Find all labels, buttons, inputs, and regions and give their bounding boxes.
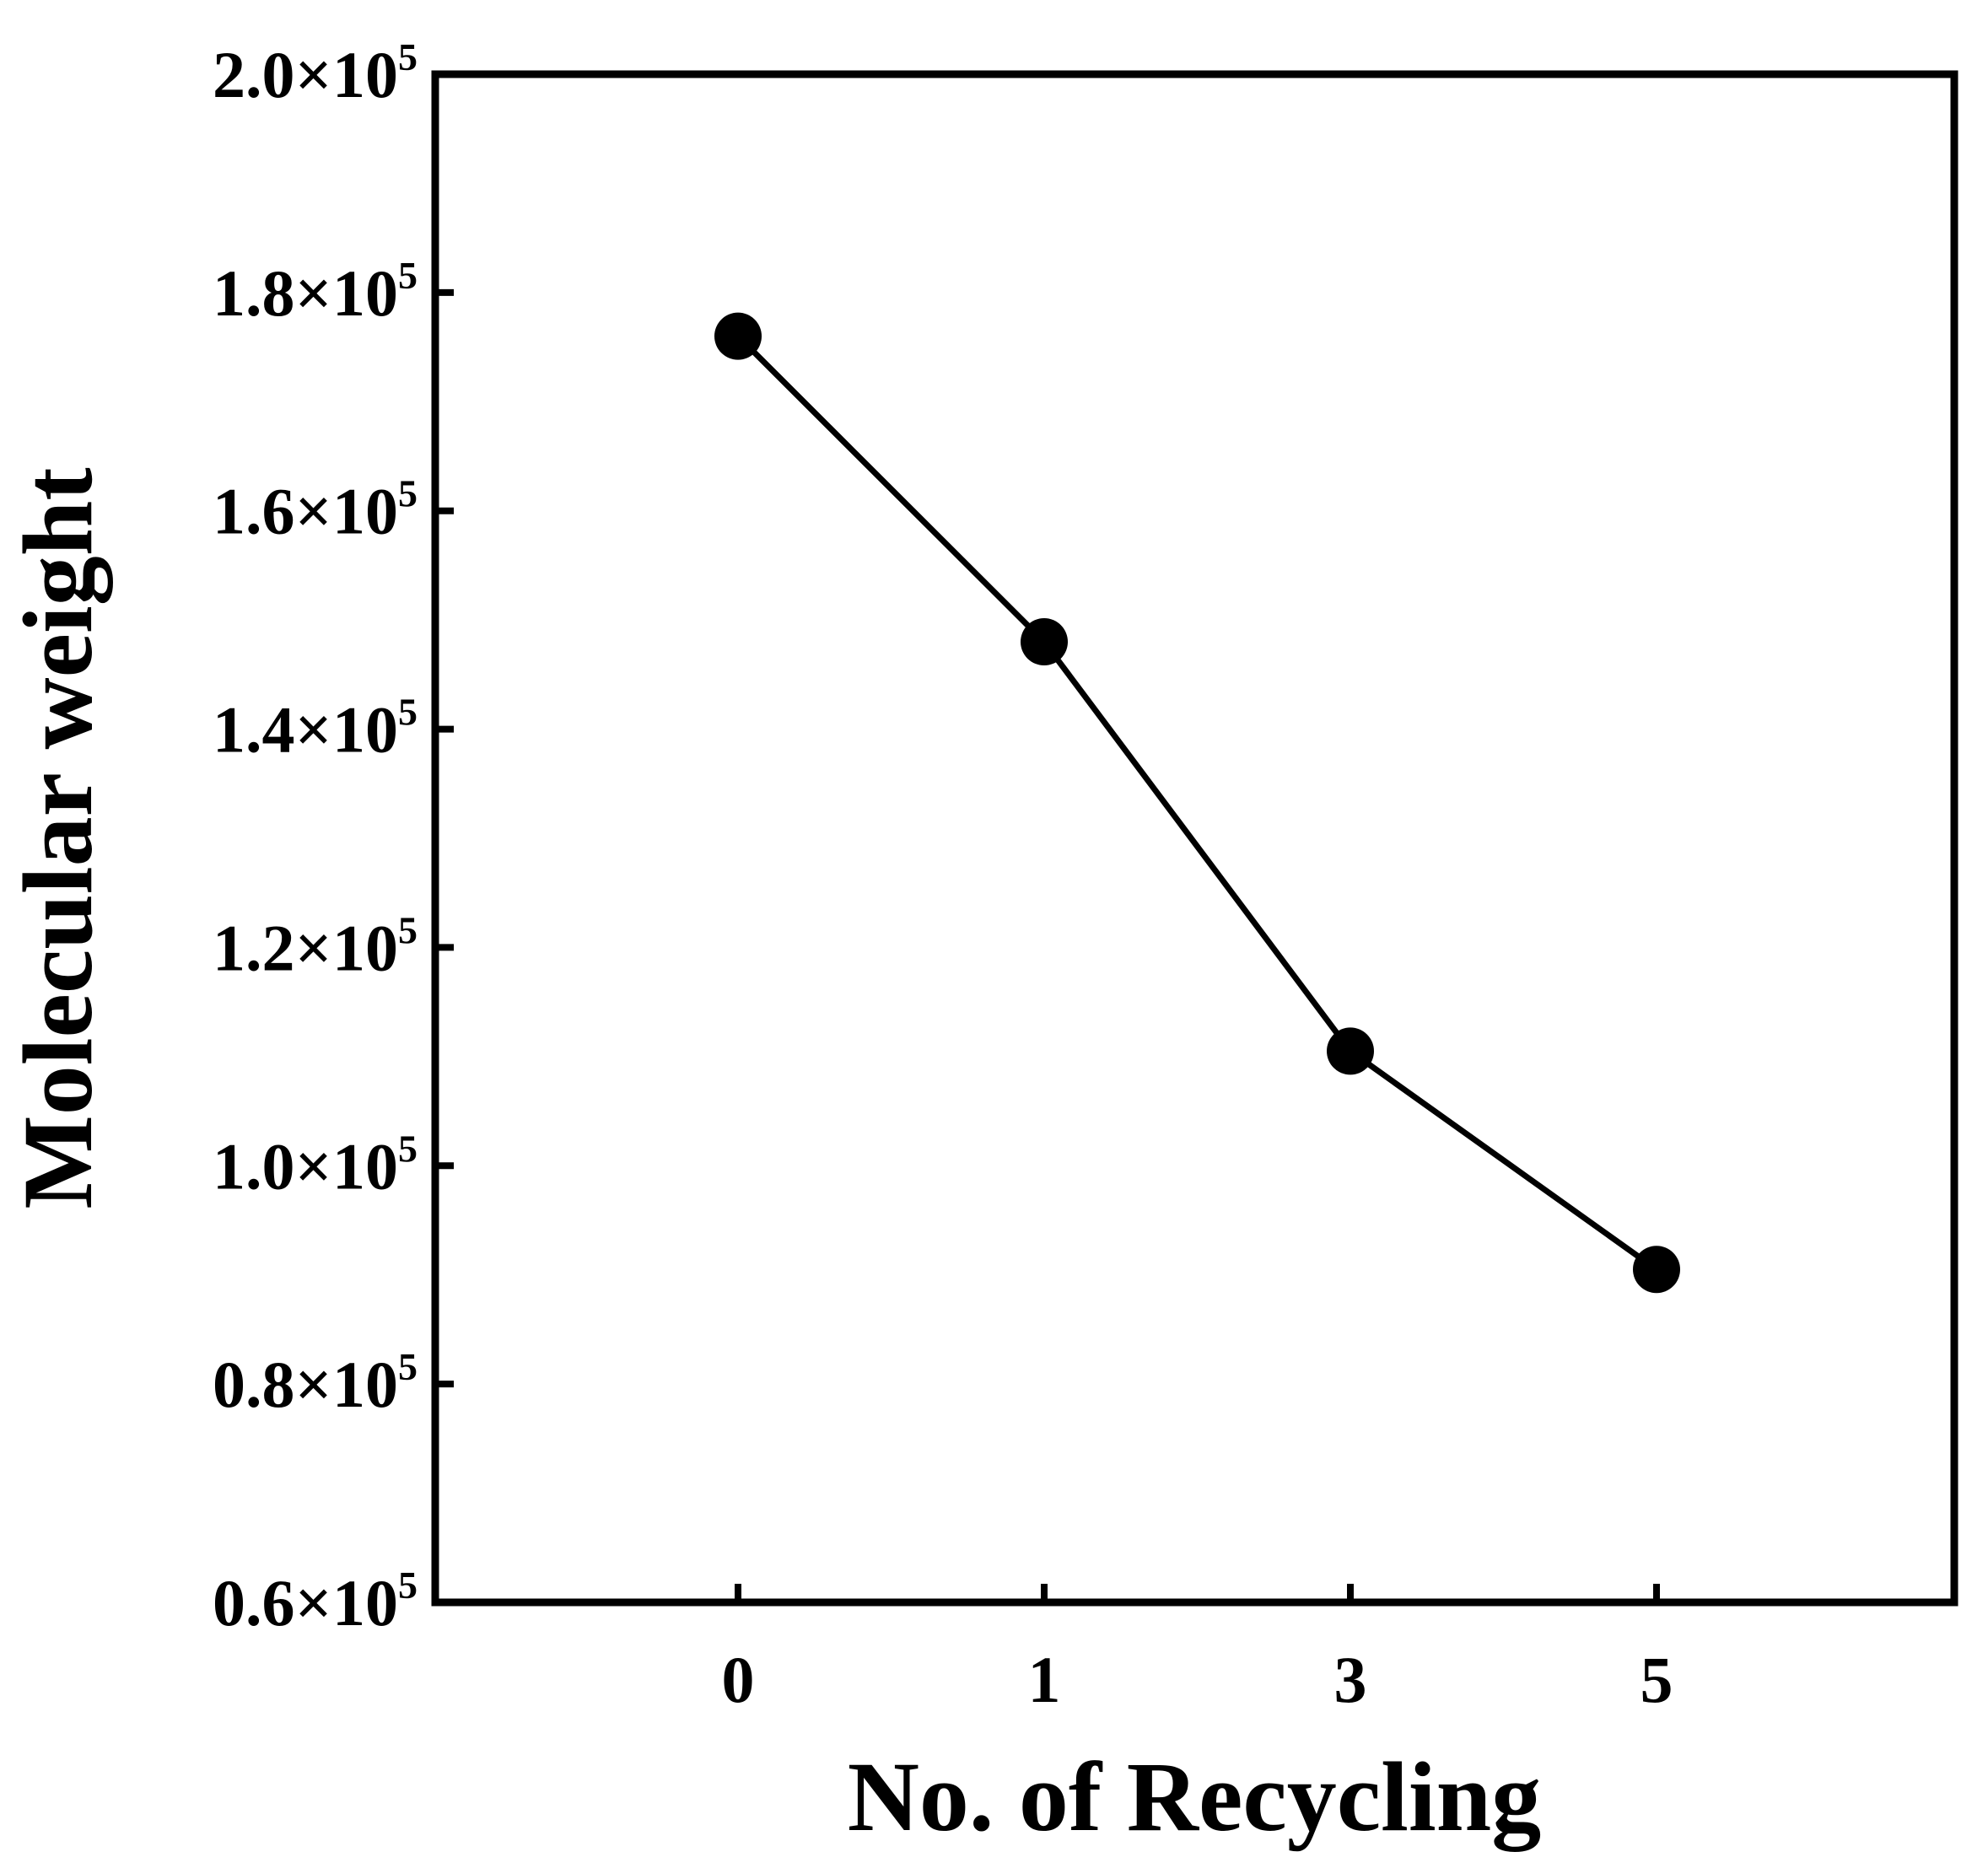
data-point <box>1633 1246 1680 1294</box>
x-axis-title: No. of Recycling <box>848 1741 1542 1852</box>
data-point <box>714 312 762 360</box>
y-tick-label-exponent: 5 <box>398 691 418 734</box>
x-tick-label: 1 <box>1028 1643 1061 1716</box>
x-tick-labels: 0 1 3 5 <box>722 1643 1673 1716</box>
y-tick-label-exponent: 5 <box>398 472 418 515</box>
x-tick-label: 0 <box>722 1643 755 1716</box>
y-tick-label-exponent: 5 <box>398 254 418 297</box>
y-tick-label: 1.4×105 <box>213 691 418 767</box>
y-tick-label-exponent: 5 <box>398 35 418 78</box>
y-axis-title: Molecular weight <box>3 467 113 1209</box>
y-tick-label: 1.2×105 <box>213 908 418 984</box>
points-layer <box>714 312 1680 1294</box>
plot-frame <box>431 70 1958 1607</box>
y-tick-label-base: 0.6×10 <box>213 1566 398 1639</box>
data-point <box>1327 1027 1374 1075</box>
y-tick-label-base: 1.4×10 <box>213 693 398 767</box>
y-tick-label-exponent: 5 <box>398 1345 418 1388</box>
line-layer <box>735 334 1659 1273</box>
y-tick-labels: 0.6×1050.8×1051.0×1051.2×1051.4×1051.6×1… <box>213 35 418 1639</box>
x-tick-label: 5 <box>1641 1643 1673 1716</box>
y-tick-label: 1.8×105 <box>213 254 418 330</box>
data-point <box>1021 618 1068 666</box>
x-tick-label: 3 <box>1334 1643 1367 1716</box>
y-tick-label-base: 2.0×10 <box>213 38 398 111</box>
y-tick-label-exponent: 5 <box>398 1564 418 1607</box>
y-tick-label: 1.0×105 <box>213 1127 418 1203</box>
y-tick-label: 0.8×105 <box>213 1345 418 1421</box>
y-tick-label: 2.0×105 <box>213 35 418 111</box>
series-line <box>735 334 1659 1273</box>
y-tick-label: 0.6×105 <box>213 1564 418 1639</box>
y-tick-label-base: 1.8×10 <box>213 256 398 330</box>
y-tick-label-base: 1.0×10 <box>213 1129 398 1203</box>
y-tick-label-base: 1.6×10 <box>213 475 398 548</box>
y-tick-label-exponent: 5 <box>398 1127 418 1170</box>
y-tick-label: 1.6×105 <box>213 472 418 548</box>
y-tick-label-base: 0.8×10 <box>213 1348 398 1421</box>
y-tick-label-exponent: 5 <box>398 908 418 951</box>
y-tick-label-base: 1.2×10 <box>213 911 398 984</box>
